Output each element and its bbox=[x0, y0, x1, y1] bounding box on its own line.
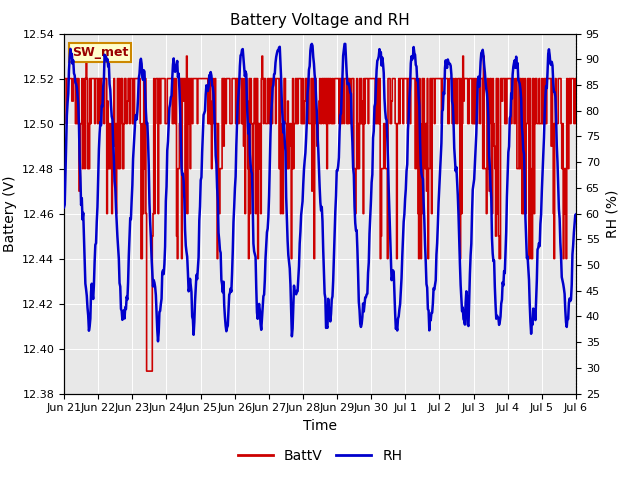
Legend: BattV, RH: BattV, RH bbox=[232, 443, 408, 468]
X-axis label: Time: Time bbox=[303, 419, 337, 433]
Y-axis label: Battery (V): Battery (V) bbox=[3, 175, 17, 252]
Y-axis label: RH (%): RH (%) bbox=[605, 190, 620, 238]
Text: SW_met: SW_met bbox=[72, 46, 128, 59]
Title: Battery Voltage and RH: Battery Voltage and RH bbox=[230, 13, 410, 28]
